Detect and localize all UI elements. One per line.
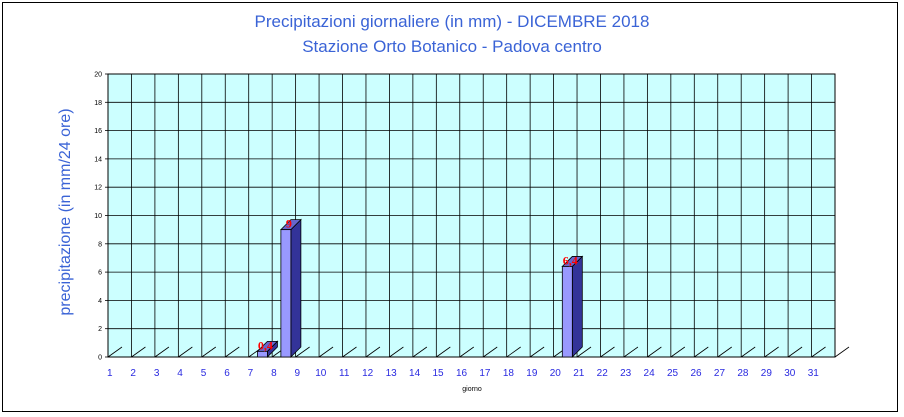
x-tick-label: 13 (386, 368, 398, 379)
bar-front (280, 229, 292, 358)
bar-day-20 (561, 255, 584, 358)
floor-tick (412, 346, 428, 358)
y-tick-label: 12 (94, 185, 102, 192)
y-tick-label: 4 (98, 298, 102, 305)
floor-tick (764, 346, 779, 358)
x-tick-label: 2 (130, 368, 136, 379)
floor-tick (318, 346, 334, 358)
x-tick-label: 14 (409, 368, 421, 379)
x-tick-label: 27 (714, 368, 726, 379)
y-tick-label: 8 (98, 241, 102, 248)
y-tick-label: 2 (98, 326, 102, 333)
x-tick-label: 17 (479, 368, 491, 379)
floor-tick (154, 346, 170, 358)
chart-title: Precipitazioni giornaliere (in mm) - DIC… (254, 12, 650, 31)
x-tick-label: 12 (362, 368, 374, 379)
floor-tick (717, 346, 732, 358)
x-tick-label: 24 (644, 368, 656, 379)
bar-side (571, 255, 583, 358)
x-tick-label: 25 (667, 368, 679, 379)
floor-tick (787, 346, 803, 358)
floor-tick (576, 346, 592, 358)
x-tick-label: 31 (808, 368, 820, 379)
x-axis-label: giorno (462, 386, 482, 393)
y-tick-label: 20 (94, 72, 102, 79)
floor-tick (342, 346, 357, 358)
x-tick-label: 6 (224, 368, 230, 379)
x-tick-label: 5 (201, 368, 207, 379)
x-tick-label: 3 (154, 368, 160, 379)
bar-day-8 (279, 218, 302, 358)
x-tick-label: 30 (784, 368, 796, 379)
floor-tick (623, 346, 639, 358)
x-tick-label: 19 (526, 368, 538, 379)
floor-tick (600, 346, 615, 358)
x-tick-label: 15 (432, 368, 444, 379)
y-tick-label: 6 (98, 270, 102, 277)
x-tick-label: 10 (315, 368, 327, 379)
y-tick-label: 18 (94, 100, 102, 107)
bar-side (290, 218, 302, 358)
floor-tick (670, 346, 686, 358)
x-tick-label: 20 (550, 368, 562, 379)
x-tick-label: 21 (573, 368, 585, 379)
floor-tick (107, 346, 123, 358)
floor-tick (389, 346, 404, 358)
chart-subtitle: Stazione Orto Botanico - Padova centro (302, 37, 602, 56)
floor-tick (365, 346, 381, 358)
x-tick-label: 18 (503, 368, 515, 379)
floor-tick (647, 346, 662, 358)
bar-front (257, 350, 268, 358)
floor-tick (131, 346, 146, 358)
x-tick-label: 26 (690, 368, 702, 379)
data-label-day-20: 6,4 (563, 253, 578, 267)
bar-front (561, 266, 573, 358)
floor-tick (811, 346, 826, 358)
x-tick-label: 29 (761, 368, 773, 379)
floor-tick (295, 346, 310, 358)
y-tick-label: 16 (94, 128, 102, 135)
x-tick-label: 23 (620, 368, 632, 379)
floor-tick (201, 346, 217, 358)
x-tick-label: 9 (295, 368, 301, 379)
x-tick-label: 22 (597, 368, 609, 379)
floor-tick (694, 346, 709, 358)
x-tick-label: 8 (271, 368, 277, 379)
y-tick-label: 0 (98, 355, 102, 362)
floor-tick (436, 346, 451, 358)
x-tick-label: 1 (107, 368, 113, 379)
x-tick-label: 11 (339, 368, 350, 379)
y-tick-label: 10 (94, 213, 102, 220)
y-tick-label: 14 (94, 156, 102, 163)
x-tick-label: 28 (737, 368, 749, 379)
x-tick-label: 7 (248, 368, 254, 379)
data-label-day-7: 0,4 (258, 338, 273, 352)
floor-tick (506, 346, 521, 358)
data-label-day-8: 9 (286, 217, 292, 231)
floor-tick (225, 346, 240, 358)
x-tick-label: 4 (177, 368, 183, 379)
floor-tick (178, 346, 193, 358)
floor-tick (459, 346, 475, 358)
floor-tick (834, 346, 850, 358)
x-tick-label: 16 (456, 368, 468, 379)
floor-tick (740, 346, 756, 358)
floor-tick (482, 346, 498, 358)
bar-day-7 (256, 340, 279, 358)
floor-tick (529, 346, 545, 358)
